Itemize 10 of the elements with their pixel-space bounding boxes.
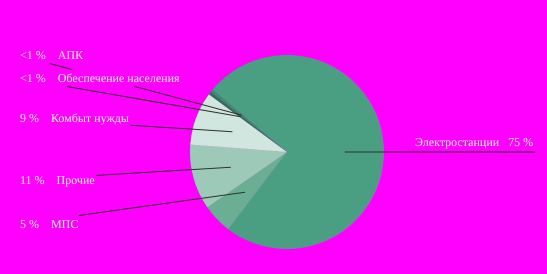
pie-slice <box>190 94 287 152</box>
pie-slice <box>207 152 287 230</box>
pie-slice <box>190 144 287 208</box>
slice-label: Электростанции 75 % <box>415 135 534 149</box>
slice-label: 11 % Прочие <box>20 173 95 187</box>
slice-label: 5 % МПС <box>20 217 78 231</box>
slice-label: 9 % Комбыт нужды <box>20 111 129 125</box>
slice-label: <1 % Обеспечение населения <box>20 71 180 85</box>
pie-slice <box>212 55 384 249</box>
slice-label: <1 % АПК <box>20 48 84 62</box>
